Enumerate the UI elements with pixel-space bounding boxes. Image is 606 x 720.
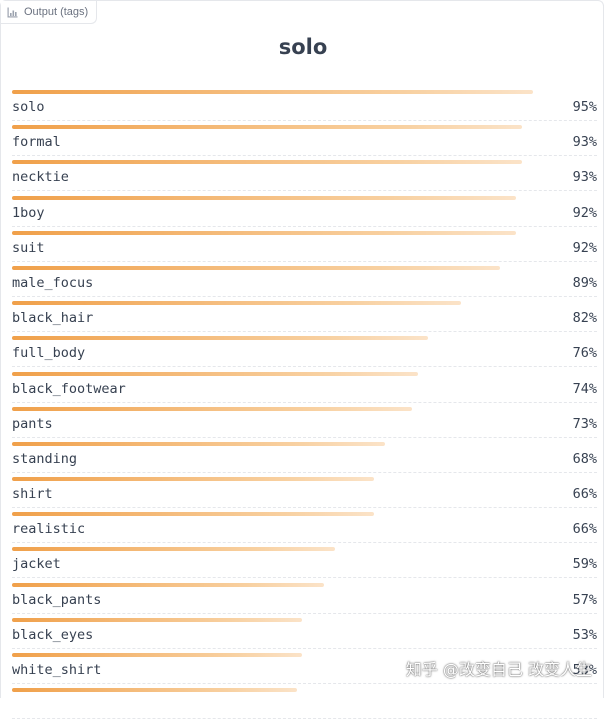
tag-row: black_footwear 74% [12,369,597,404]
row-divider [12,718,597,720]
confidence-bar [12,195,517,200]
tag-row: jacket 59% [12,544,597,579]
tag-row: 1boy 92% [12,193,597,228]
tag-row: realistic 66% [12,509,597,544]
confidence-bar [12,547,336,552]
chart-icon [7,7,18,17]
tag-label: full_body [12,345,86,362]
row-divider [12,225,597,227]
tag-row: full_body 76% [12,333,597,368]
row-divider [12,577,597,579]
tag-label: male_focus [12,274,94,291]
confidence-bar [12,653,303,657]
tag-row: white_shirt 53% [12,650,597,685]
confidence-bar [12,371,418,376]
row-divider [12,647,597,649]
tag-label: black_pants [12,591,102,608]
confidence-bar [12,265,500,270]
tag-percent: 66% [572,521,597,538]
tag-percent: 89% [572,274,597,291]
tag-label: shirt [12,486,53,503]
confidence-bar [12,160,522,165]
tag-row: solo 95% [12,87,597,122]
confidence-bar [12,336,429,341]
confidence-bar [12,441,385,446]
confidence-bar [12,301,462,306]
tag-percent: 59% [572,556,597,573]
tag-label: solo [12,99,45,115]
output-label-text: Output (tags) [24,6,89,18]
tag-confidence-list: solo 95% formal 93% necktie 93% 1boy 92% suit 92%… [12,87,597,720]
tag-percent: 76% [572,345,597,362]
tag-label: standing [12,450,78,467]
tag-percent: 66% [572,486,597,503]
tag-label: suit [12,239,45,256]
tag-percent: 53% [572,662,597,678]
tag-percent: 82% [572,310,597,327]
tag-label: black_eyes [12,626,94,643]
row-divider [12,295,597,297]
tag-percent: 92% [572,239,597,256]
row-divider [12,683,597,684]
row-divider [12,401,597,403]
confidence-bar [12,125,522,130]
top-label-heading: solo [278,35,328,59]
tag-row: shirt 66% [12,474,597,509]
tag-row: black_pants 57% [12,580,597,615]
tag-row: suit 92% [12,228,597,263]
tag-row: pants 73% [12,404,597,439]
tag-row: formal 93% [12,122,597,157]
tag-row: necktie 93% [12,157,597,192]
confidence-bar [12,582,325,587]
tag-row: black_hair 82% [12,298,597,333]
row-divider [12,436,597,438]
confidence-bar [12,230,517,235]
tag-label: realistic [12,521,86,538]
tag-percent: 93% [572,169,597,186]
tag-row: male_focus 89% [12,263,597,298]
tag-label: white_shirt [12,662,102,678]
row-divider [12,155,597,157]
tag-percent: 74% [572,380,597,397]
tag-label: formal [12,134,61,151]
tag-percent: 68% [572,450,597,467]
tag-label: necktie [12,169,69,186]
confidence-bar [12,617,303,622]
watermark-text: 知乎 @改变自己 改变人生 [405,660,592,679]
tag-percent: 73% [572,415,597,432]
confidence-bar [12,477,374,482]
tag-row [12,685,597,720]
tag-label: 1boy [12,204,45,221]
tag-percent: 93% [572,134,597,151]
row-divider [12,542,597,544]
tag-percent: 92% [572,204,597,221]
output-label-tab: Output (tags) [1,1,98,24]
tag-label: black_footwear [12,380,126,397]
tag-label: pants [12,415,53,432]
row-divider [12,507,597,509]
confidence-bar [12,688,297,693]
row-divider [12,190,597,192]
confidence-bar [12,406,413,411]
tag-row: standing 68% [12,439,597,474]
tag-percent: 53% [572,626,597,643]
row-divider [12,120,597,121]
tag-percent: 57% [572,591,597,608]
tag-label: black_hair [12,310,94,327]
row-divider [12,260,597,262]
tag-row: black_eyes 53% [12,615,597,650]
row-divider [12,366,597,368]
confidence-bar [12,90,533,94]
tag-percent: 95% [572,99,597,115]
row-divider [12,471,597,473]
row-divider [12,612,597,614]
confidence-bar [12,512,374,517]
tag-label: jacket [12,556,61,573]
row-divider [12,331,597,333]
